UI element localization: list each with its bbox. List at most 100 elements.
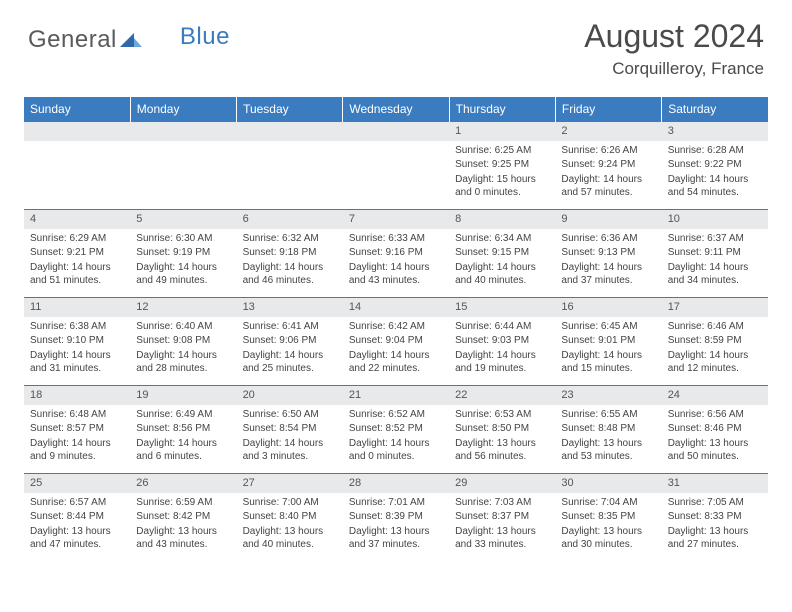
- weekday-header: Sunday: [24, 97, 130, 122]
- day-cell: 3Sunrise: 6:28 AMSunset: 9:22 PMDaylight…: [662, 122, 768, 210]
- logo: General Blue: [28, 26, 230, 54]
- calendar-row: 25Sunrise: 6:57 AMSunset: 8:44 PMDayligh…: [24, 474, 768, 562]
- day-body: Sunrise: 6:42 AMSunset: 9:04 PMDaylight:…: [343, 317, 449, 381]
- sunrise-line: Sunrise: 6:49 AM: [136, 408, 230, 422]
- sunrise-line: Sunrise: 6:36 AM: [561, 232, 655, 246]
- sunrise-line: Sunrise: 7:03 AM: [455, 496, 549, 510]
- day-number: 8: [449, 210, 555, 229]
- day-cell: 9Sunrise: 6:36 AMSunset: 9:13 PMDaylight…: [555, 210, 661, 298]
- sunrise-line: Sunrise: 7:00 AM: [243, 496, 337, 510]
- day-number: 30: [555, 474, 661, 493]
- daylight-line: Daylight: 14 hours and 54 minutes.: [668, 173, 762, 200]
- day-number: 27: [237, 474, 343, 493]
- sunrise-line: Sunrise: 6:48 AM: [30, 408, 124, 422]
- day-cell: 22Sunrise: 6:53 AMSunset: 8:50 PMDayligh…: [449, 386, 555, 474]
- daylight-line: Daylight: 14 hours and 49 minutes.: [136, 261, 230, 288]
- day-cell: 6Sunrise: 6:32 AMSunset: 9:18 PMDaylight…: [237, 210, 343, 298]
- calendar-row: 11Sunrise: 6:38 AMSunset: 9:10 PMDayligh…: [24, 298, 768, 386]
- day-number: 6: [237, 210, 343, 229]
- sunset-line: Sunset: 8:40 PM: [243, 510, 337, 524]
- sunset-line: Sunset: 8:57 PM: [30, 422, 124, 436]
- day-cell: 29Sunrise: 7:03 AMSunset: 8:37 PMDayligh…: [449, 474, 555, 562]
- weekday-header: Thursday: [449, 97, 555, 122]
- day-number: 21: [343, 386, 449, 405]
- day-body: Sunrise: 7:03 AMSunset: 8:37 PMDaylight:…: [449, 493, 555, 557]
- day-cell: 4Sunrise: 6:29 AMSunset: 9:21 PMDaylight…: [24, 210, 130, 298]
- sunset-line: Sunset: 8:52 PM: [349, 422, 443, 436]
- day-cell: 1Sunrise: 6:25 AMSunset: 9:25 PMDaylight…: [449, 122, 555, 210]
- daylight-line: Daylight: 14 hours and 15 minutes.: [561, 349, 655, 376]
- sunset-line: Sunset: 9:15 PM: [455, 246, 549, 260]
- day-cell: 21Sunrise: 6:52 AMSunset: 8:52 PMDayligh…: [343, 386, 449, 474]
- daylight-line: Daylight: 13 hours and 40 minutes.: [243, 525, 337, 552]
- sunrise-line: Sunrise: 6:30 AM: [136, 232, 230, 246]
- sunset-line: Sunset: 8:48 PM: [561, 422, 655, 436]
- location-label: Corquilleroy, France: [584, 59, 764, 79]
- sunset-line: Sunset: 9:13 PM: [561, 246, 655, 260]
- day-number: 14: [343, 298, 449, 317]
- day-body: Sunrise: 6:41 AMSunset: 9:06 PMDaylight:…: [237, 317, 343, 381]
- day-cell: 17Sunrise: 6:46 AMSunset: 8:59 PMDayligh…: [662, 298, 768, 386]
- day-cell: 2Sunrise: 6:26 AMSunset: 9:24 PMDaylight…: [555, 122, 661, 210]
- daylight-line: Daylight: 13 hours and 27 minutes.: [668, 525, 762, 552]
- sunrise-line: Sunrise: 6:28 AM: [668, 144, 762, 158]
- empty-cell: [24, 122, 130, 210]
- calendar-row: 18Sunrise: 6:48 AMSunset: 8:57 PMDayligh…: [24, 386, 768, 474]
- sunset-line: Sunset: 8:46 PM: [668, 422, 762, 436]
- daylight-line: Daylight: 14 hours and 40 minutes.: [455, 261, 549, 288]
- sunrise-line: Sunrise: 6:32 AM: [243, 232, 337, 246]
- sunset-line: Sunset: 9:11 PM: [668, 246, 762, 260]
- day-number: 5: [130, 210, 236, 229]
- daylight-line: Daylight: 13 hours and 33 minutes.: [455, 525, 549, 552]
- day-cell: 19Sunrise: 6:49 AMSunset: 8:56 PMDayligh…: [130, 386, 236, 474]
- sunset-line: Sunset: 9:18 PM: [243, 246, 337, 260]
- day-body: Sunrise: 6:32 AMSunset: 9:18 PMDaylight:…: [237, 229, 343, 293]
- daylight-line: Daylight: 14 hours and 51 minutes.: [30, 261, 124, 288]
- daylight-line: Daylight: 14 hours and 31 minutes.: [30, 349, 124, 376]
- day-cell: 30Sunrise: 7:04 AMSunset: 8:35 PMDayligh…: [555, 474, 661, 562]
- weekday-header: Saturday: [662, 97, 768, 122]
- sunset-line: Sunset: 9:24 PM: [561, 158, 655, 172]
- sunrise-line: Sunrise: 6:40 AM: [136, 320, 230, 334]
- title-block: August 2024 Corquilleroy, France: [584, 18, 764, 79]
- day-cell: 25Sunrise: 6:57 AMSunset: 8:44 PMDayligh…: [24, 474, 130, 562]
- sunset-line: Sunset: 9:22 PM: [668, 158, 762, 172]
- sunset-line: Sunset: 9:06 PM: [243, 334, 337, 348]
- empty-cell: [343, 122, 449, 210]
- day-body: Sunrise: 6:29 AMSunset: 9:21 PMDaylight:…: [24, 229, 130, 293]
- sunset-line: Sunset: 9:16 PM: [349, 246, 443, 260]
- day-cell: 18Sunrise: 6:48 AMSunset: 8:57 PMDayligh…: [24, 386, 130, 474]
- weekday-header: Tuesday: [237, 97, 343, 122]
- sunset-line: Sunset: 8:50 PM: [455, 422, 549, 436]
- logo-text-blue: Blue: [180, 23, 230, 51]
- day-body: Sunrise: 6:48 AMSunset: 8:57 PMDaylight:…: [24, 405, 130, 469]
- day-body: Sunrise: 6:25 AMSunset: 9:25 PMDaylight:…: [449, 141, 555, 205]
- day-body: Sunrise: 7:05 AMSunset: 8:33 PMDaylight:…: [662, 493, 768, 557]
- day-cell: 8Sunrise: 6:34 AMSunset: 9:15 PMDaylight…: [449, 210, 555, 298]
- day-number: 9: [555, 210, 661, 229]
- sunset-line: Sunset: 8:59 PM: [668, 334, 762, 348]
- sunrise-line: Sunrise: 6:29 AM: [30, 232, 124, 246]
- daylight-line: Daylight: 13 hours and 50 minutes.: [668, 437, 762, 464]
- daylight-line: Daylight: 14 hours and 57 minutes.: [561, 173, 655, 200]
- sunrise-line: Sunrise: 6:41 AM: [243, 320, 337, 334]
- day-number: 10: [662, 210, 768, 229]
- day-body: Sunrise: 6:50 AMSunset: 8:54 PMDaylight:…: [237, 405, 343, 469]
- day-cell: 14Sunrise: 6:42 AMSunset: 9:04 PMDayligh…: [343, 298, 449, 386]
- day-body: Sunrise: 7:00 AMSunset: 8:40 PMDaylight:…: [237, 493, 343, 557]
- day-number: 13: [237, 298, 343, 317]
- sunset-line: Sunset: 9:10 PM: [30, 334, 124, 348]
- weekday-header: Friday: [555, 97, 661, 122]
- sunrise-line: Sunrise: 7:01 AM: [349, 496, 443, 510]
- day-body: Sunrise: 6:26 AMSunset: 9:24 PMDaylight:…: [555, 141, 661, 205]
- daylight-line: Daylight: 14 hours and 0 minutes.: [349, 437, 443, 464]
- sunset-line: Sunset: 8:37 PM: [455, 510, 549, 524]
- day-cell: 20Sunrise: 6:50 AMSunset: 8:54 PMDayligh…: [237, 386, 343, 474]
- day-number: 24: [662, 386, 768, 405]
- day-body: Sunrise: 6:53 AMSunset: 8:50 PMDaylight:…: [449, 405, 555, 469]
- page-title: August 2024: [584, 18, 764, 55]
- day-body: Sunrise: 6:44 AMSunset: 9:03 PMDaylight:…: [449, 317, 555, 381]
- sunset-line: Sunset: 8:33 PM: [668, 510, 762, 524]
- day-body: Sunrise: 6:55 AMSunset: 8:48 PMDaylight:…: [555, 405, 661, 469]
- day-cell: 28Sunrise: 7:01 AMSunset: 8:39 PMDayligh…: [343, 474, 449, 562]
